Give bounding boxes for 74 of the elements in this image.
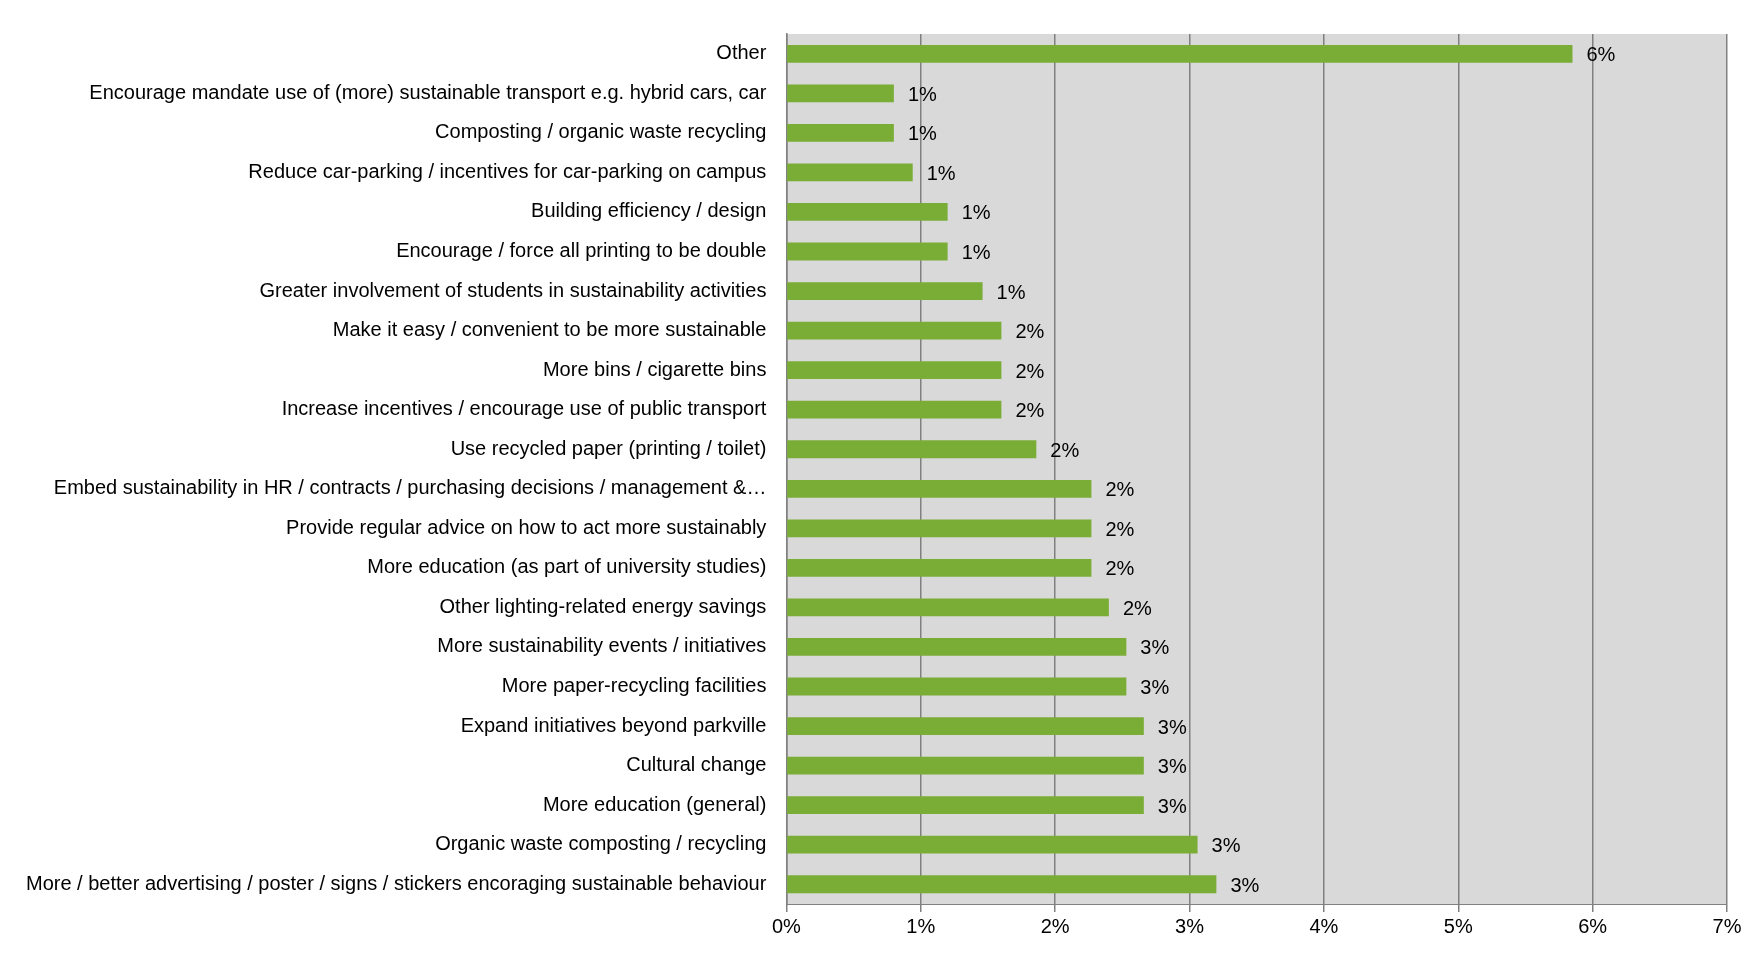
- y-tick-label: Expand initiatives beyond parkville: [460, 713, 767, 736]
- y-tick-label: Greater involvement of students in sustainability activities: [259, 278, 767, 301]
- data-label: 6%: [1586, 43, 1616, 66]
- data-label: 1%: [926, 161, 956, 184]
- data-label: 2%: [1015, 399, 1045, 422]
- data-label: 3%: [1140, 676, 1170, 699]
- y-tick-label: Make it easy / convenient to be more sustainable: [332, 318, 767, 341]
- y-tick-label: Increase incentives / encourage use of public transport: [281, 397, 767, 420]
- y-tick-label: Encourage mandate use of (more) sustainable transport e.g. hybrid cars, car: [89, 80, 767, 103]
- bar: [787, 242, 948, 261]
- data-label: 2%: [1015, 320, 1045, 343]
- bar: [787, 875, 1217, 894]
- y-tick-label: Other: [716, 41, 767, 64]
- y-tick-label: Cultural change: [626, 753, 767, 776]
- y-tick-label: Use recycled paper (printing / toilet): [450, 436, 767, 459]
- data-label: 1%: [907, 82, 937, 105]
- data-label: 2%: [1015, 359, 1045, 382]
- x-tick-label: 5%: [1443, 914, 1473, 937]
- bar: [787, 163, 913, 182]
- bar: [787, 479, 1092, 498]
- x-tick-label: 7%: [1712, 914, 1742, 937]
- bar: [787, 282, 983, 300]
- x-tick-label: 2%: [1040, 914, 1070, 937]
- data-label: 1%: [961, 241, 991, 264]
- bar: [787, 400, 1002, 419]
- bar: [787, 677, 1127, 696]
- bar: [787, 796, 1144, 815]
- x-tick-label: 4%: [1309, 914, 1339, 937]
- bar: [787, 835, 1198, 854]
- data-label: 2%: [1105, 517, 1135, 540]
- data-label: 3%: [1157, 755, 1187, 778]
- y-tick-label: More bins / cigarette bins: [542, 357, 767, 380]
- data-label: 1%: [907, 122, 937, 145]
- bar: [787, 558, 1092, 577]
- y-tick-label: More education (general): [542, 792, 767, 815]
- x-tick-label: 0%: [771, 914, 802, 937]
- bar: [787, 203, 948, 221]
- y-tick-label: Reduce car-parking / incentives for car-parking on campus: [248, 159, 767, 182]
- bar: [787, 321, 1002, 340]
- data-label: 3%: [1157, 794, 1187, 817]
- y-tick-label: Composting / organic waste recycling: [435, 120, 767, 143]
- y-tick-label: Embed sustainability in HR / contracts / purchasing decisions / management &…: [53, 476, 767, 499]
- y-tick-label: Provide regular advice on how to act more sustainably: [286, 515, 767, 538]
- bar: [787, 123, 894, 142]
- y-tick-label: More education (as part of university studies): [367, 555, 767, 578]
- y-tick-label: More paper-recycling facilities: [501, 674, 767, 697]
- bar: [787, 440, 1037, 459]
- y-tick-label: Organic waste composting / recycling: [435, 832, 767, 855]
- data-label: 1%: [996, 280, 1026, 303]
- y-tick-label: Encourage / force all printing to be double: [396, 239, 767, 262]
- x-tick-label: 6%: [1578, 914, 1608, 937]
- bar: [787, 638, 1127, 656]
- data-label: 3%: [1230, 873, 1260, 896]
- y-tick-label: Other lighting-related energy savings: [439, 594, 767, 617]
- y-tick-label: More / better advertising / poster / signs / stickers encoraging sustainable behaviour: [25, 871, 767, 894]
- bar: [787, 519, 1092, 538]
- data-label: 2%: [1105, 557, 1135, 580]
- bar: [787, 598, 1109, 617]
- data-label: 2%: [1050, 438, 1080, 461]
- data-label: 3%: [1140, 636, 1170, 659]
- bar: [787, 756, 1144, 775]
- y-tick-label: Building efficiency / design: [531, 199, 767, 222]
- bar: [787, 84, 894, 103]
- bar: [787, 717, 1144, 735]
- data-label: 1%: [961, 201, 991, 224]
- data-label: 2%: [1122, 596, 1152, 619]
- bar: [787, 361, 1002, 380]
- x-tick-label: 3%: [1175, 914, 1205, 937]
- data-label: 3%: [1157, 715, 1187, 738]
- data-label: 3%: [1211, 834, 1241, 857]
- data-label: 2%: [1105, 478, 1135, 501]
- bar: [787, 44, 1573, 63]
- x-tick-label: 1%: [906, 914, 936, 937]
- y-tick-label: More sustainability events / initiatives: [437, 634, 767, 657]
